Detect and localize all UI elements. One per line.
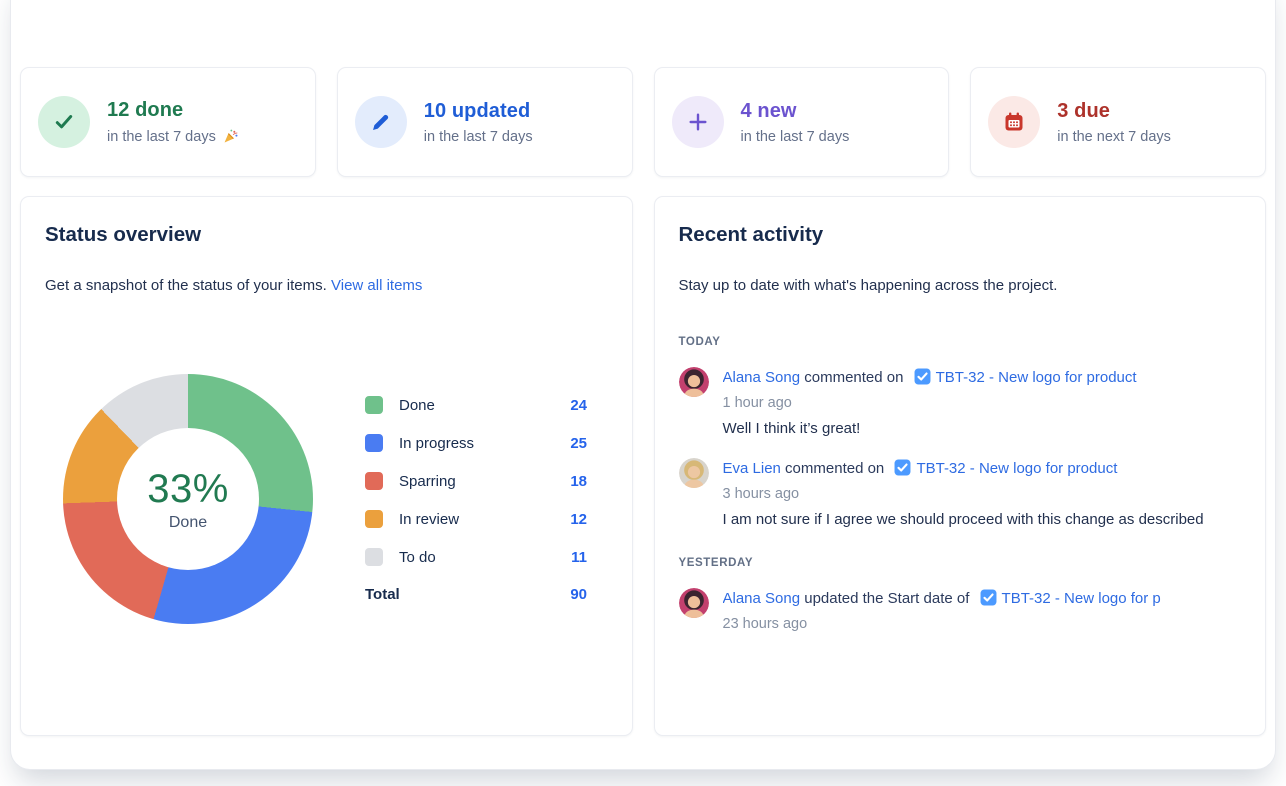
status-overview-panel: Status overview Get a snapshot of the st… <box>20 196 633 736</box>
legend-value: 24 <box>570 396 587 414</box>
pencil-icon <box>372 114 388 130</box>
summary-stat-card[interactable]: 10 updated in the last 7 days <box>336 67 633 177</box>
party-popper-icon <box>224 129 238 143</box>
legend-row: In progress 25 <box>365 434 587 453</box>
stat-card-subtitle: in the last 7 days <box>423 128 533 145</box>
issue-link[interactable]: TBT-32 - New logo for p <box>1001 590 1161 608</box>
task-type-icon <box>980 589 997 606</box>
legend-swatch <box>365 396 383 415</box>
legend-total-row: Total 90 <box>365 586 587 603</box>
user-link[interactable]: Alana Song <box>722 590 801 608</box>
status-legend: Done 24 In progress 25 Sparring 18 In re… <box>365 396 587 624</box>
stat-card-subtitle: in the last 7 days <box>740 128 850 145</box>
activity-group-label: YESTERDAY <box>678 557 754 570</box>
activity-action-text: updated the Start date of <box>804 590 974 608</box>
activity-item[interactable]: Alana Song commented on TBT-32 - New log… <box>678 367 1242 439</box>
activity-item[interactable]: Alana Song updated the Start date of TBT… <box>678 588 1242 633</box>
user-link[interactable]: Alana Song <box>722 369 801 387</box>
legend-label: In progress <box>399 434 475 452</box>
activity-group-label: TODAY <box>678 336 721 349</box>
legend-label: In review <box>399 510 460 528</box>
summary-stat-card[interactable]: 3 due in the next 7 days <box>970 67 1266 177</box>
legend-row: Done 24 <box>365 396 587 415</box>
legend-swatch <box>365 510 383 529</box>
stat-card-value: 4 new <box>740 99 797 122</box>
donut-percent-value: 33% <box>147 466 229 511</box>
stat-card-value: 10 updated <box>423 99 531 122</box>
legend-value: 12 <box>570 510 587 528</box>
recent-activity-panel: Recent activity Stay up to date with wha… <box>653 196 1266 736</box>
legend-value: 18 <box>570 472 587 490</box>
legend-label: Sparring <box>399 472 456 490</box>
task-type-icon <box>894 459 911 476</box>
app-window: 12 done in the last 7 days <box>10 0 1276 770</box>
summary-stat-card[interactable]: 12 done in the last 7 days <box>20 67 316 177</box>
user-avatar[interactable] <box>678 458 709 489</box>
status-overview-title: Status overview <box>45 223 202 246</box>
legend-total-label: Total <box>365 586 400 604</box>
task-type-icon <box>914 368 931 385</box>
legend-value: 25 <box>570 434 587 452</box>
activity-item[interactable]: Eva Lien commented on TBT-32 - New logo … <box>678 458 1242 530</box>
pencil-icon-circle <box>354 96 407 148</box>
view-all-items-link[interactable]: View all items <box>331 277 423 294</box>
activity-action-text: commented on <box>804 369 908 387</box>
legend-row: In review 12 <box>365 510 587 529</box>
donut-percent-label: Done <box>168 513 208 531</box>
recent-activity-title: Recent activity <box>678 223 824 246</box>
check-icon-circle <box>38 96 90 148</box>
activity-timestamp: 1 hour ago <box>722 395 792 412</box>
donut-center: 33% Done <box>117 428 259 571</box>
stat-card-value: 3 due <box>1057 99 1110 122</box>
legend-swatch <box>365 472 383 491</box>
plus-icon-circle <box>671 96 724 148</box>
stat-card-subtitle: in the last 7 days <box>107 128 216 145</box>
status-donut-chart: 33% Done Done 24 In progress 25 Sparring… <box>45 374 608 625</box>
activity-timestamp: 23 hours ago <box>722 616 808 633</box>
stat-card-subtitle: in the next 7 days <box>1057 128 1171 145</box>
activity-timestamp: 3 hours ago <box>722 486 800 503</box>
legend-swatch <box>365 548 383 567</box>
legend-label: Done <box>399 396 435 414</box>
user-avatar[interactable] <box>678 367 709 398</box>
legend-row: Sparring 18 <box>365 472 587 491</box>
issue-link[interactable]: TBT-32 - New logo for product <box>916 460 1118 478</box>
activity-comment: Well I think it’s great! <box>722 420 861 438</box>
calendar-icon-circle <box>988 96 1041 148</box>
user-link[interactable]: Eva Lien <box>722 460 781 478</box>
calendar-icon <box>1005 112 1023 131</box>
legend-swatch <box>365 434 383 453</box>
plus-icon <box>688 113 707 131</box>
activity-comment: I am not sure if I agree we should proce… <box>722 511 1204 529</box>
user-avatar[interactable] <box>678 588 709 619</box>
status-overview-description-text: Get a snapshot of the status of your ite… <box>45 277 327 294</box>
issue-link[interactable]: TBT-32 - New logo for product <box>935 369 1137 387</box>
recent-activity-description: Stay up to date with what's happening ac… <box>678 277 1058 294</box>
check-icon <box>55 115 73 129</box>
summary-stat-card[interactable]: 4 new in the last 7 days <box>653 67 950 177</box>
legend-row: To do 11 <box>365 548 587 567</box>
activity-action-text: commented on <box>785 460 889 478</box>
legend-total-value: 90 <box>570 586 587 604</box>
summary-cards-row: 12 done in the last 7 days <box>20 67 1266 177</box>
legend-label: To do <box>399 548 436 566</box>
activity-feed: TODAY Alana Song commented on TBT-32 - N… <box>678 336 1242 633</box>
legend-value: 11 <box>571 548 587 566</box>
status-overview-description: Get a snapshot of the status of your ite… <box>45 276 608 296</box>
stat-card-value: 12 done <box>107 99 184 121</box>
